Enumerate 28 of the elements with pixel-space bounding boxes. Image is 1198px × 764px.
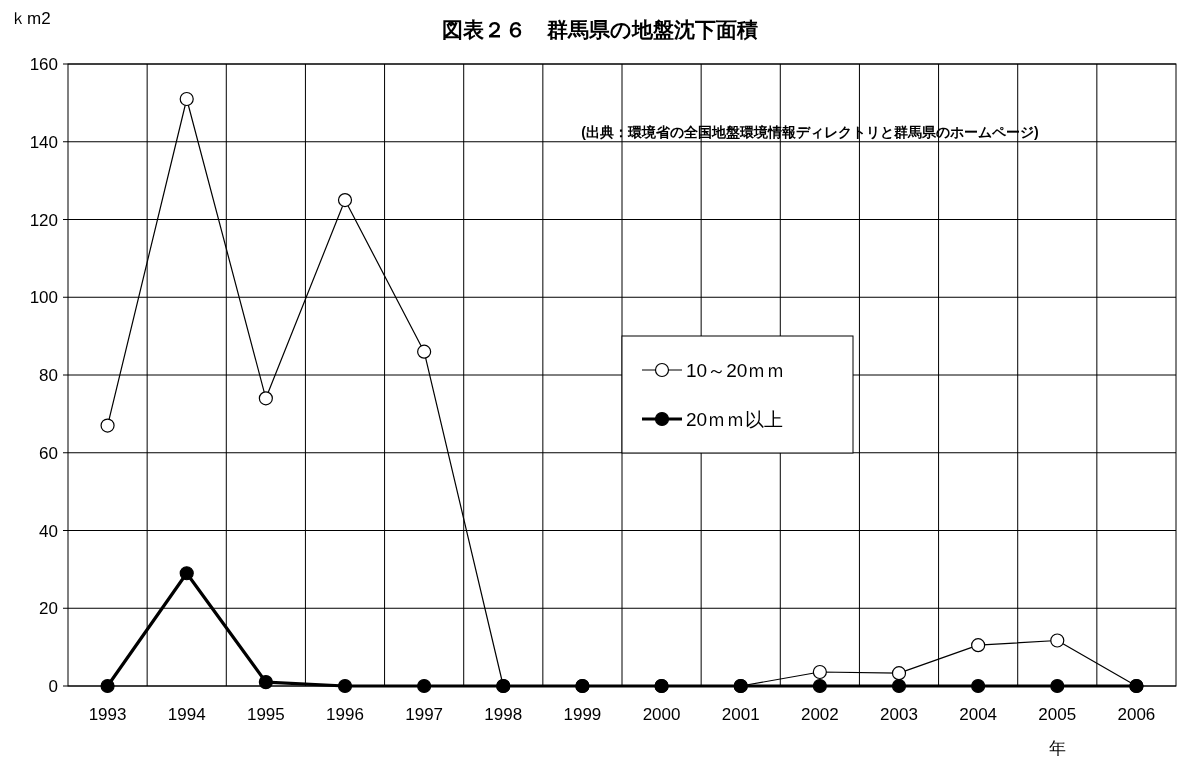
y-tick-label: 160 xyxy=(29,55,58,74)
y-tick-label: 20 xyxy=(39,599,58,619)
x-tick-label: 1994 xyxy=(167,705,206,724)
y-tick-label: 120 xyxy=(29,210,58,230)
x-tick-label: 1996 xyxy=(326,705,364,724)
y-tick-label: 140 xyxy=(29,132,58,152)
x-axis-title: 年 xyxy=(1048,739,1066,758)
y-tick-label: 0 xyxy=(48,677,58,696)
x-tick-label: 1997 xyxy=(405,705,444,724)
y-tick-label: 40 xyxy=(39,521,58,541)
x-tick-label: 2004 xyxy=(959,705,998,724)
legend-label: 20ｍｍ以上 xyxy=(686,409,784,430)
x-tick-label: 2006 xyxy=(1117,705,1156,724)
x-tick-label: 2002 xyxy=(800,705,839,724)
x-tick-label: 2005 xyxy=(1038,705,1077,724)
y-tick-label: 60 xyxy=(39,443,58,463)
y-tick-label: 80 xyxy=(39,366,58,385)
x-tick-label: 2003 xyxy=(880,705,918,724)
y-tick-label: 100 xyxy=(29,288,58,308)
chart-title: 図表２６ 群馬県の地盤沈下面積 xyxy=(442,18,758,41)
x-tick-label: 1999 xyxy=(563,705,602,724)
x-tick-label: 2000 xyxy=(642,705,681,724)
x-tick-label: 2001 xyxy=(721,705,760,724)
x-tick-label: 1995 xyxy=(246,705,285,724)
x-tick-label: 1993 xyxy=(88,705,127,724)
x-tick-label: 1998 xyxy=(484,705,523,724)
legend-label: 10～20ｍｍ xyxy=(686,360,786,381)
y-axis-title: ｋm2 xyxy=(10,9,51,28)
